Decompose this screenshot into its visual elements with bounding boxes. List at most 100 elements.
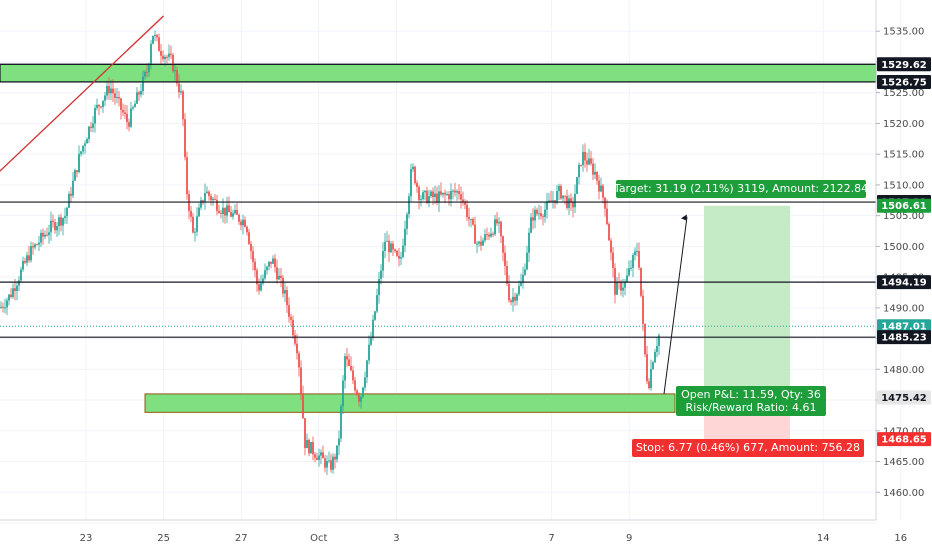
candle-body: [44, 234, 46, 237]
target-label-text: Target: 31.19 (2.11%) 3119, Amount: 2122…: [613, 182, 868, 195]
candle-body: [608, 224, 610, 241]
grid-layer: [0, 0, 902, 524]
candle-body: [522, 274, 524, 283]
candle-body: [250, 243, 252, 252]
candle-body: [76, 170, 78, 173]
candle-body: [454, 190, 456, 193]
price-badge-entry-marker[interactable]: 1475.42: [877, 390, 931, 405]
candle-body: [452, 190, 454, 192]
price-badge-stop-marker[interactable]: 1468.65: [877, 432, 931, 447]
price-badge-target-marker[interactable]: 1506.61: [877, 198, 931, 213]
candle-body: [542, 216, 544, 218]
candle-body: [412, 166, 414, 170]
candle-body: [306, 439, 308, 449]
candle-body: [502, 236, 504, 253]
candle-body: [260, 283, 262, 291]
candle-body: [460, 194, 462, 200]
trendline-upper-channel: [0, 15, 165, 172]
candle-body: [40, 232, 42, 243]
candle-body: [622, 287, 624, 291]
y-tick-label: 1480.00: [883, 365, 924, 376]
candle-body: [544, 209, 546, 217]
x-tick-label: Oct: [310, 533, 327, 544]
candle-body: [174, 70, 176, 72]
candle-body: [382, 251, 384, 271]
candle-body: [268, 261, 270, 267]
candle-body: [636, 251, 638, 253]
candle-body: [434, 193, 436, 198]
candle-body: [90, 126, 92, 128]
candle-body: [366, 360, 368, 378]
price-badge-horizontal-line[interactable]: 1494.19: [877, 275, 931, 290]
candle-body: [418, 187, 420, 201]
candle-body: [300, 367, 302, 394]
price-badge-horizontal-line[interactable]: 1526.75: [877, 74, 931, 89]
candle-body: [110, 88, 112, 94]
target-label[interactable]: Target: 31.19 (2.11%) 3119, Amount: 2122…: [613, 180, 868, 198]
candle-body: [318, 455, 320, 460]
candle-body: [344, 356, 346, 381]
price-badge-horizontal-line[interactable]: 1485.23: [877, 330, 931, 345]
candle-body: [54, 222, 56, 231]
candle-body: [162, 55, 164, 60]
candle-body: [204, 193, 206, 202]
candle-body: [192, 216, 194, 233]
candle-body: [416, 183, 418, 188]
candle-body: [490, 233, 492, 237]
price-badge-bg: [877, 390, 931, 405]
candle-body: [414, 166, 416, 184]
candle-body: [172, 54, 174, 72]
target-label-bg: [616, 180, 866, 198]
candle-body: [422, 192, 424, 200]
x-tick-label: 16: [894, 533, 907, 544]
candle-body: [52, 220, 54, 223]
candle-body: [350, 365, 352, 371]
candle-body: [100, 106, 102, 108]
candle-body: [158, 37, 160, 52]
candle-body: [518, 285, 520, 295]
candle-body: [626, 275, 628, 282]
candle-body: [182, 91, 184, 120]
candle-body: [512, 296, 514, 303]
candle-body: [220, 212, 222, 214]
candle-body: [108, 85, 110, 94]
stop-label-text: Stop: 6.77 (0.46%) 677, Amount: 756.28: [636, 441, 860, 454]
candle-body: [396, 250, 398, 256]
candle-body: [526, 252, 528, 270]
candle-body: [646, 354, 648, 382]
candle-body: [144, 71, 146, 77]
candle-body: [286, 290, 288, 306]
candle-body: [340, 406, 342, 439]
price-badge-bg: [877, 198, 931, 213]
candle-body: [568, 198, 570, 208]
y-tick-label: 1525.00: [883, 88, 924, 99]
candle-body: [612, 252, 614, 269]
candle-body: [218, 210, 220, 213]
candle-body: [256, 270, 258, 285]
candle-body: [234, 210, 236, 214]
candle-body: [480, 241, 482, 246]
candle-body: [236, 210, 238, 215]
price-badge-current-price[interactable]: 1487.01: [877, 319, 931, 334]
candle-body: [368, 344, 370, 361]
price-badge-horizontal-line[interactable]: 1529.62: [877, 57, 931, 72]
candle-body: [360, 396, 362, 402]
candle-body: [440, 191, 442, 195]
candle-body: [194, 231, 196, 233]
candle-body: [388, 240, 390, 253]
candle-body: [56, 226, 58, 231]
stop-label[interactable]: Stop: 6.77 (0.46%) 677, Amount: 756.28: [632, 439, 864, 457]
candle-body: [316, 457, 318, 460]
y-tick-label: 1520.00: [883, 119, 924, 130]
candle-body: [128, 122, 130, 127]
candle-body: [82, 145, 84, 152]
candle-body: [376, 295, 378, 312]
candle-body: [68, 193, 70, 208]
candle-body: [238, 214, 240, 222]
candle-body: [228, 205, 230, 213]
candle-body: [330, 460, 332, 470]
position-layer[interactable]: Target: 31.19 (2.11%) 3119, Amount: 2122…: [613, 180, 868, 457]
